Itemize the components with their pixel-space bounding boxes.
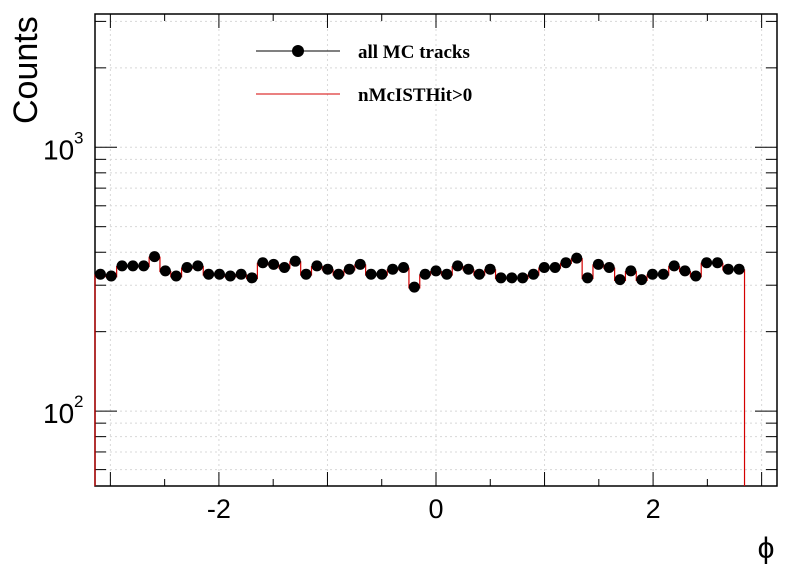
data-point (614, 274, 626, 286)
data-point (116, 260, 128, 272)
x-tick-label: 0 (428, 494, 443, 524)
data-point (170, 270, 182, 282)
data-point (711, 257, 723, 269)
y-tick-label-exponent: 2 (74, 392, 83, 411)
data-point (679, 265, 691, 277)
data-point (322, 263, 334, 275)
legend: all MC tracks nMcISTHit>0 (256, 42, 472, 106)
data-point (538, 262, 550, 274)
data-point (213, 268, 225, 280)
data-point (105, 270, 117, 282)
data-point (506, 272, 518, 284)
data-point (668, 260, 680, 272)
series-step-nmcisthit (94, 256, 746, 486)
data-point (647, 268, 659, 280)
data-point (452, 260, 464, 272)
data-point (462, 263, 474, 275)
data-point (94, 268, 106, 280)
data-point (343, 263, 355, 275)
data-point (224, 270, 236, 282)
data-point (625, 265, 637, 277)
data-point (159, 265, 171, 277)
y-tick-label: 10 (43, 134, 74, 165)
y-tick-label: 10 (43, 398, 74, 429)
data-point (441, 268, 453, 280)
data-point (517, 272, 529, 284)
data-point (571, 252, 583, 264)
data-point (376, 268, 388, 280)
data-point (149, 251, 161, 263)
data-point (582, 272, 594, 284)
legend-label-nmcisthit: nMcISTHit>0 (358, 85, 472, 106)
data-point (300, 268, 312, 280)
data-point (701, 257, 713, 269)
x-tick-label: 2 (646, 494, 661, 524)
data-point (527, 268, 539, 280)
data-point (603, 262, 615, 274)
data-point (560, 257, 572, 269)
x-axis-label: ϕ (758, 532, 775, 565)
data-point (549, 262, 561, 274)
legend-marker-dot-all-mc-tracks (292, 45, 304, 57)
legend-entry-all-mc-tracks: all MC tracks (256, 42, 470, 63)
data-point (127, 260, 139, 272)
legend-entry-nmcisthit: nMcISTHit>0 (256, 85, 472, 106)
data-point (235, 268, 247, 280)
data-point (311, 260, 323, 272)
data-point (690, 270, 702, 282)
data-point (257, 257, 269, 269)
series-layer (94, 251, 746, 486)
data-point (278, 262, 290, 274)
data-point (354, 258, 366, 270)
legend-label-all-mc-tracks: all MC tracks (358, 42, 470, 63)
data-point (268, 258, 280, 270)
y-axis-label: Counts (7, 16, 45, 124)
data-point (722, 263, 734, 275)
data-point (733, 263, 745, 275)
data-point (636, 274, 648, 286)
data-point (138, 260, 150, 272)
data-point (387, 263, 399, 275)
data-point (365, 268, 377, 280)
data-point (289, 255, 301, 267)
data-point (592, 258, 604, 270)
data-point (398, 262, 410, 274)
data-point (246, 272, 258, 284)
data-point (203, 268, 215, 280)
data-point (181, 262, 193, 274)
data-point (430, 265, 442, 277)
data-point (484, 263, 496, 275)
x-tick-label: -2 (207, 494, 231, 524)
data-point (657, 268, 669, 280)
data-point (192, 260, 204, 272)
grid-lines (95, 14, 777, 486)
axis-ticks (95, 14, 777, 486)
data-point (408, 281, 420, 293)
data-point (419, 268, 431, 280)
data-point (333, 268, 345, 280)
y-tick-label-exponent: 3 (74, 128, 83, 147)
data-point (473, 268, 485, 280)
data-point (495, 272, 507, 284)
